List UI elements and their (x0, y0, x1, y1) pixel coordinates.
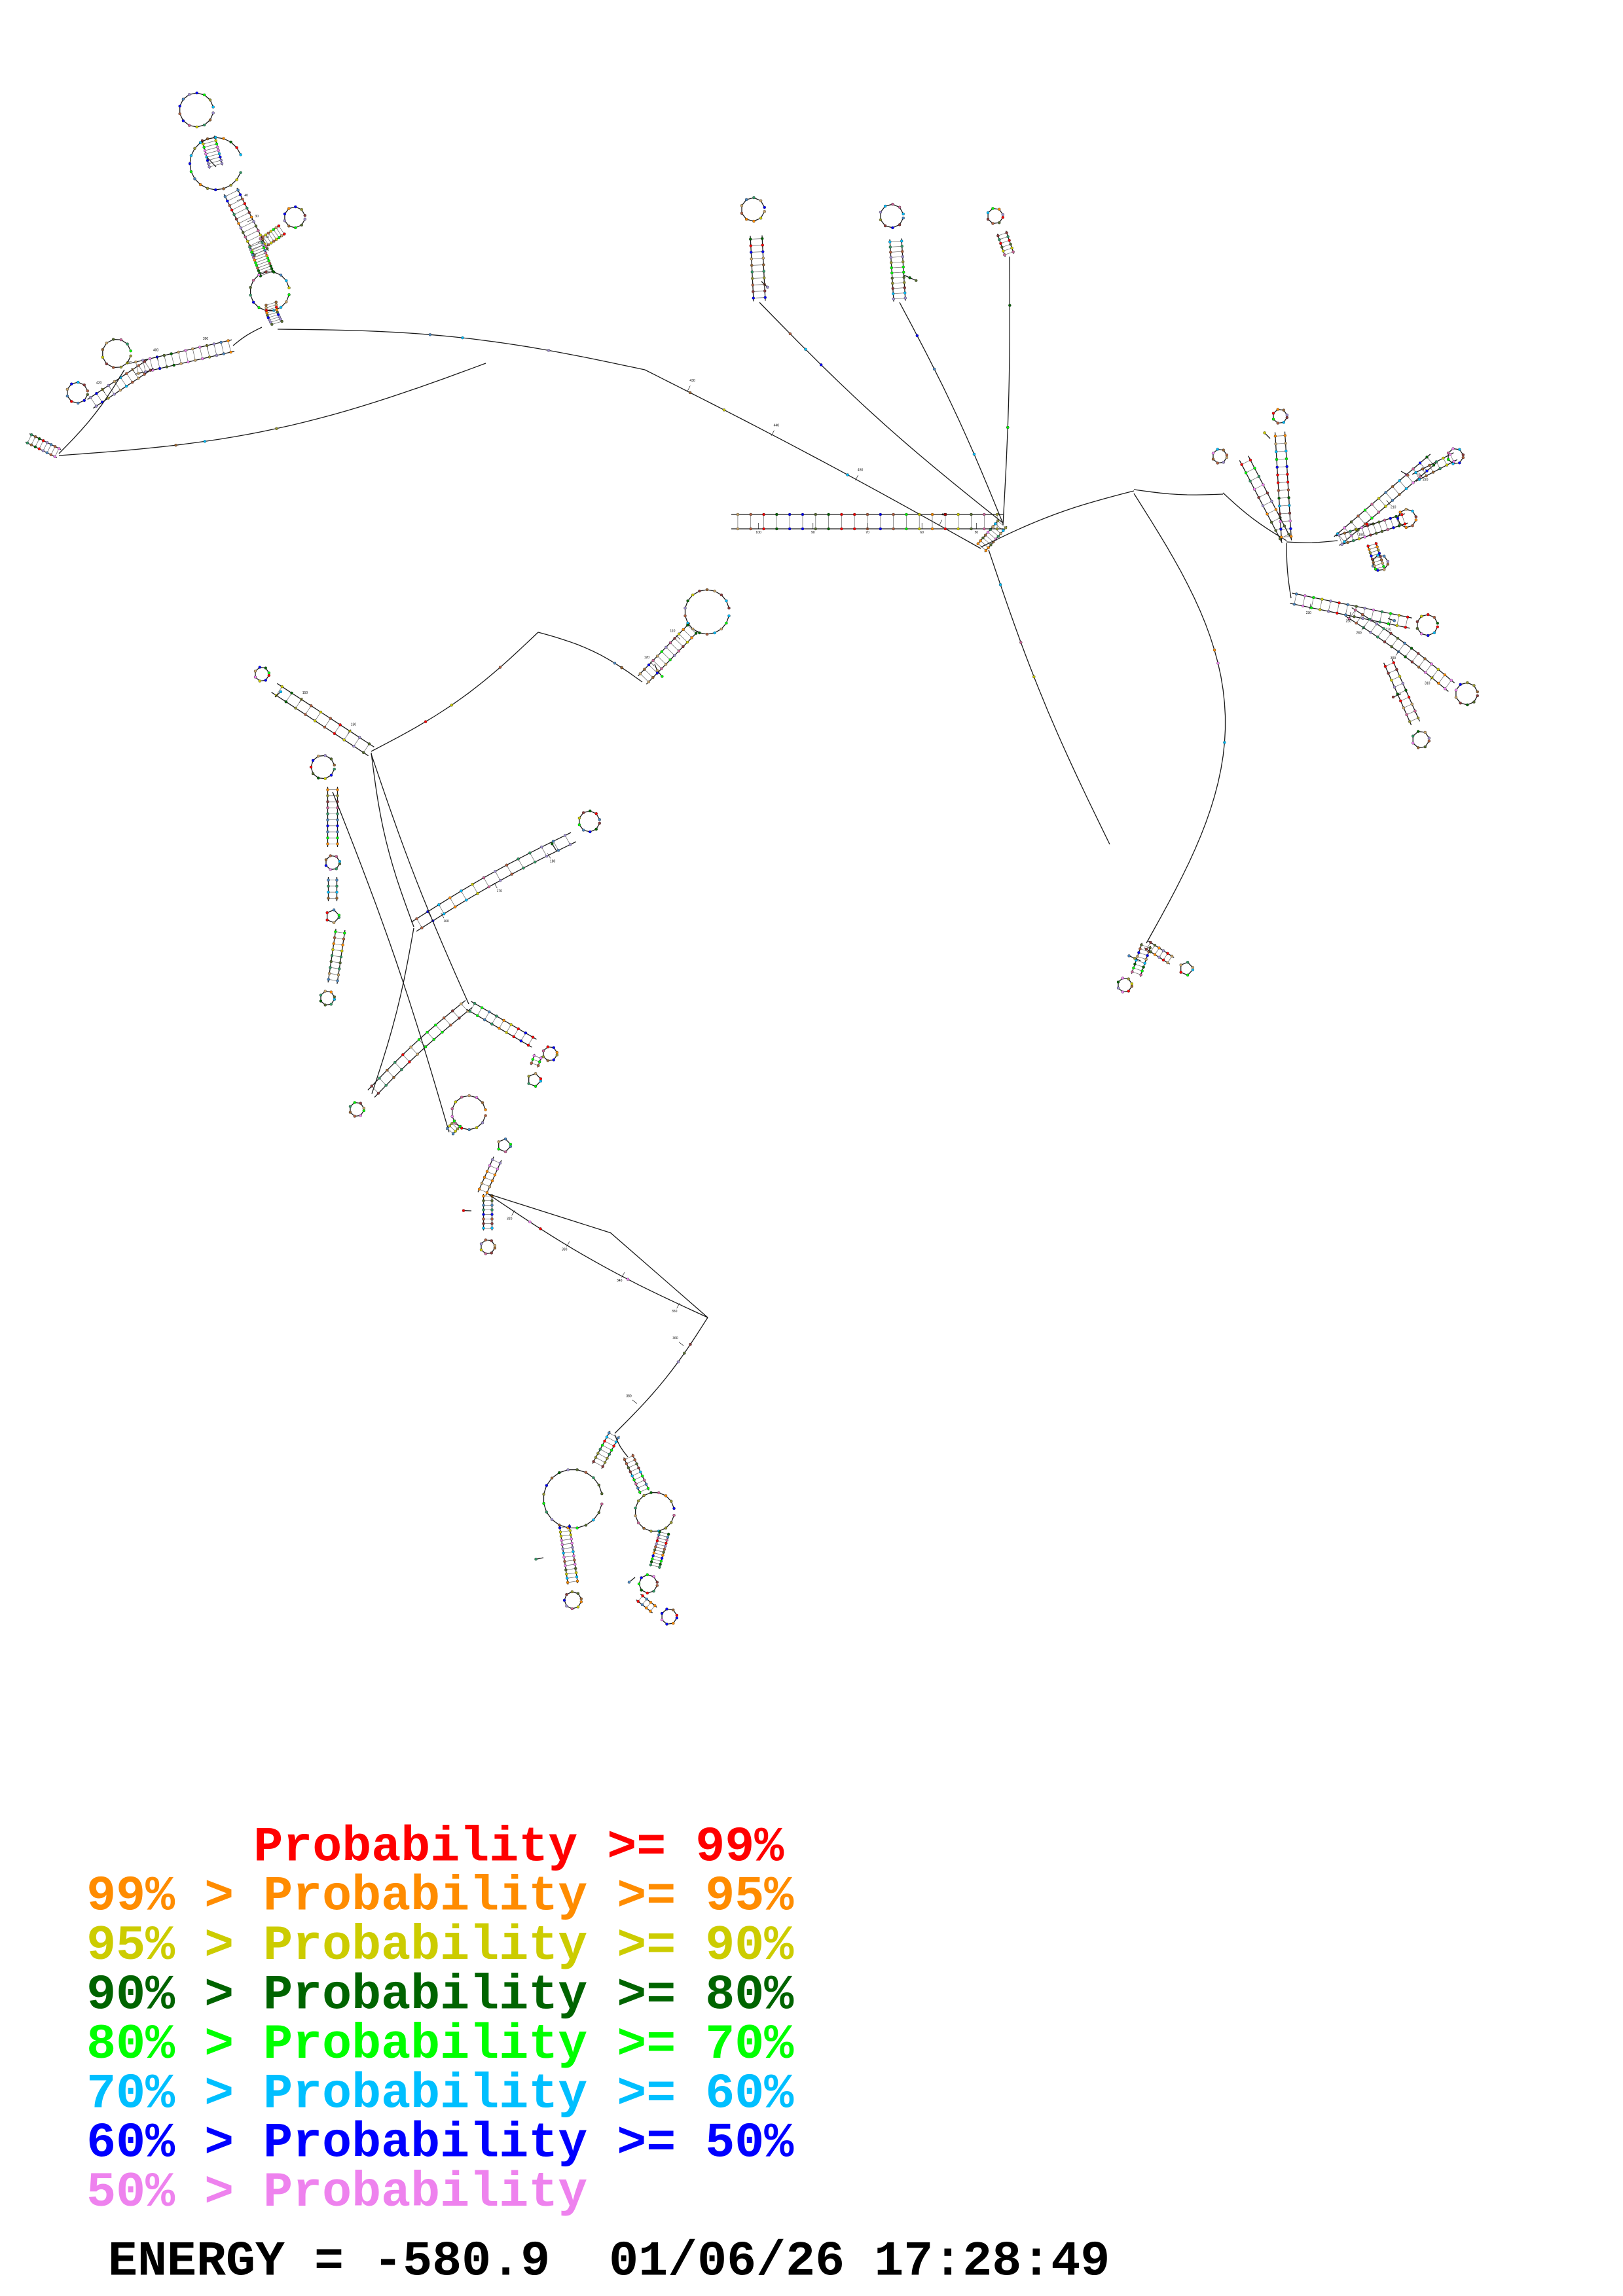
svg-text:320: 320 (507, 1217, 513, 1221)
svg-text:Probability >= 99%: Probability >= 99% (253, 1820, 784, 1875)
svg-text:440: 440 (774, 424, 780, 428)
svg-text:270: 270 (1386, 628, 1392, 632)
svg-text:90: 90 (811, 531, 815, 535)
svg-text:410: 410 (126, 361, 132, 365)
svg-text:80% > Probability >= 70%: 80% > Probability >= 70% (86, 2017, 794, 2073)
svg-text:30: 30 (255, 215, 259, 219)
svg-text:430: 430 (689, 379, 695, 383)
svg-text:380: 380 (626, 1395, 632, 1399)
svg-text:420: 420 (96, 382, 102, 386)
svg-text:340: 340 (617, 1279, 623, 1283)
svg-text:170: 170 (497, 889, 503, 893)
svg-text:310: 310 (1425, 681, 1431, 685)
svg-text:150: 150 (302, 691, 308, 695)
svg-text:60% > Probability >= 50%: 60% > Probability >= 50% (86, 2116, 794, 2172)
svg-text:330: 330 (562, 1248, 568, 1252)
svg-text:40: 40 (244, 194, 248, 198)
svg-text:400: 400 (153, 349, 159, 353)
svg-text:390: 390 (203, 337, 209, 341)
svg-text:220: 220 (1423, 478, 1429, 482)
svg-text:60: 60 (920, 531, 924, 535)
svg-text:120: 120 (644, 656, 650, 660)
svg-text:250: 250 (1346, 620, 1352, 624)
svg-text:280: 280 (1356, 632, 1362, 636)
svg-text:50% > Probability: 50% > Probability (86, 2165, 587, 2221)
svg-text:360: 360 (672, 1336, 678, 1340)
svg-text:130: 130 (351, 723, 357, 727)
svg-text:450: 450 (858, 469, 864, 473)
svg-text:230: 230 (1306, 611, 1312, 615)
svg-text:110: 110 (670, 630, 675, 634)
svg-text:ENERGY = -580.9 01/06/26 17:2: ENERGY = -580.9 01/06/26 17:28:49 (108, 2234, 1110, 2290)
svg-text:100: 100 (756, 531, 761, 535)
svg-text:460: 460 (941, 513, 947, 517)
svg-text:70% > Probability >= 60%: 70% > Probability >= 60% (86, 2066, 794, 2122)
svg-text:50: 50 (975, 531, 979, 535)
svg-text:350: 350 (672, 1310, 678, 1314)
svg-text:70: 70 (866, 531, 869, 535)
svg-text:90% > Probability >= 80%: 90% > Probability >= 80% (86, 1968, 794, 2024)
svg-text:160: 160 (443, 920, 449, 924)
svg-text:210: 210 (1391, 506, 1396, 510)
svg-text:190: 190 (1359, 533, 1364, 537)
svg-text:20: 20 (265, 236, 269, 240)
svg-text:95% > Probability >= 90%: 95% > Probability >= 90% (86, 1918, 794, 1974)
svg-text:300: 300 (1391, 656, 1396, 660)
svg-text:99% > Probability >= 95%: 99% > Probability >= 95% (86, 1869, 794, 1925)
svg-text:180: 180 (550, 860, 556, 864)
